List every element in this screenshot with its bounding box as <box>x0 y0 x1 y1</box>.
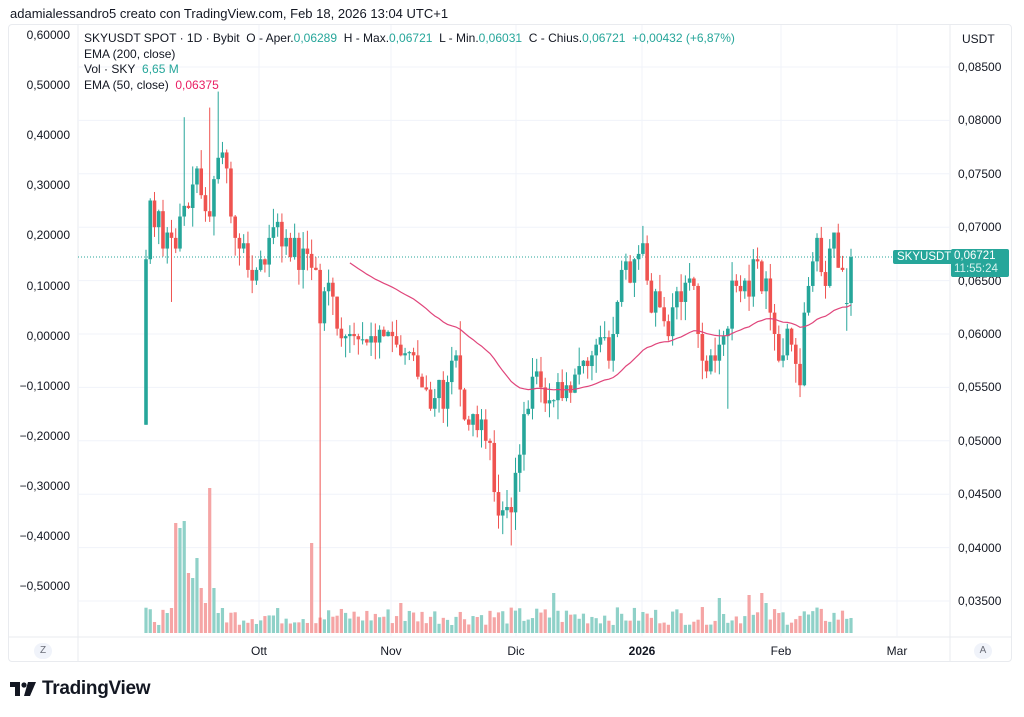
price-tick-label: 0,05000 <box>958 433 1002 448</box>
tradingview-logo-text: TradingView <box>42 678 151 699</box>
chart-legend: SKYUSDT SPOT · 1D · Bybit O - Aper.0,062… <box>84 31 735 93</box>
auto-scale-button[interactable]: A <box>974 643 992 659</box>
ema200-row[interactable]: EMA (200, close) <box>84 47 735 63</box>
high-value: 0,06721 <box>389 31 433 45</box>
open-value: 0,06289 <box>293 31 338 45</box>
scale-tick-label: −0,40000 <box>19 529 70 543</box>
scale-tick-label: −0,30000 <box>19 478 70 493</box>
currency-unit-label: USDT <box>962 32 995 46</box>
scale-tick-label: 0,30000 <box>26 178 70 193</box>
low-label: L - Min. <box>439 31 479 45</box>
change-value: +0,00432 (+6,87%) <box>632 31 735 45</box>
price-tick-label: 0,08500 <box>958 60 1002 74</box>
chart-caption: adamialessandro5 creato con TradingView.… <box>10 6 449 21</box>
ema50-row[interactable]: EMA (50, close) 0,06375 <box>84 78 735 94</box>
price-tick-label: 0,03500 <box>958 594 1002 608</box>
last-price: 0,06721 <box>954 250 996 262</box>
ohlc-row: SKYUSDT SPOT · 1D · Bybit O - Aper.0,062… <box>84 31 735 47</box>
price-tick-label: 0,05500 <box>958 380 1002 395</box>
time-tick-label: Nov <box>380 644 402 658</box>
low-value: 0,06031 <box>478 31 523 45</box>
price-tick-label: 0,06000 <box>958 327 1002 341</box>
ema50-label: EMA (50, close) <box>84 77 169 92</box>
price-tick-label: 0,08000 <box>958 113 1002 128</box>
volume-value: 6,65 M <box>142 62 179 76</box>
price-tick-label: 0,04000 <box>958 540 1002 555</box>
chart-frame <box>8 24 1012 662</box>
price-tick-label: 0,07500 <box>958 166 1002 181</box>
ema50-value: 0,06375 <box>175 77 219 92</box>
time-tick-label: Dic <box>507 644 525 658</box>
scale-tick-label: 0,60000 <box>26 28 70 42</box>
price-tick-label: 0,07000 <box>958 220 1002 235</box>
close-value: 0,06721 <box>582 31 626 45</box>
close-label: C - Chius. <box>528 31 583 45</box>
price-tick-label: 0,06500 <box>958 273 1002 288</box>
left-scale-toggle-button[interactable]: Z <box>34 643 52 659</box>
time-tick-label: Ott <box>250 644 268 658</box>
scale-tick-label: −0,50000 <box>19 579 70 594</box>
time-tick-label: Feb <box>770 644 792 658</box>
tradingview-logo: TradingView <box>10 678 151 700</box>
scale-tick-label: 0,50000 <box>26 78 70 93</box>
volume-row[interactable]: Vol · SKY 6,65 M <box>84 62 735 78</box>
scale-tick-label: 0,40000 <box>26 128 70 143</box>
ema200-label: EMA (200, close) <box>84 46 176 61</box>
last-price-tag: 0,06721 11:55:24 <box>951 249 1009 277</box>
tradingview-logo-icon <box>10 682 36 696</box>
high-label: H - Max. <box>343 31 390 45</box>
time-tick-label: Mar <box>886 644 908 658</box>
scale-tick-label: 0,20000 <box>26 228 70 243</box>
volume-label: Vol · SKY <box>84 62 136 76</box>
symbol-price-tag: SKYUSDT <box>893 250 956 264</box>
bar-countdown: 11:55:24 <box>954 263 998 275</box>
scale-tick-label: 0,00000 <box>26 328 70 343</box>
price-tick-label: 0,04500 <box>958 487 1002 502</box>
scale-tick-label: 0,10000 <box>26 278 70 293</box>
open-label: O - Aper. <box>246 31 294 45</box>
scale-tick-label: −0,10000 <box>19 378 70 393</box>
scale-tick-label: −0,20000 <box>19 428 70 443</box>
symbol-info[interactable]: SKYUSDT SPOT · 1D · Bybit <box>84 31 240 45</box>
time-tick-label: 2026 <box>628 644 656 658</box>
